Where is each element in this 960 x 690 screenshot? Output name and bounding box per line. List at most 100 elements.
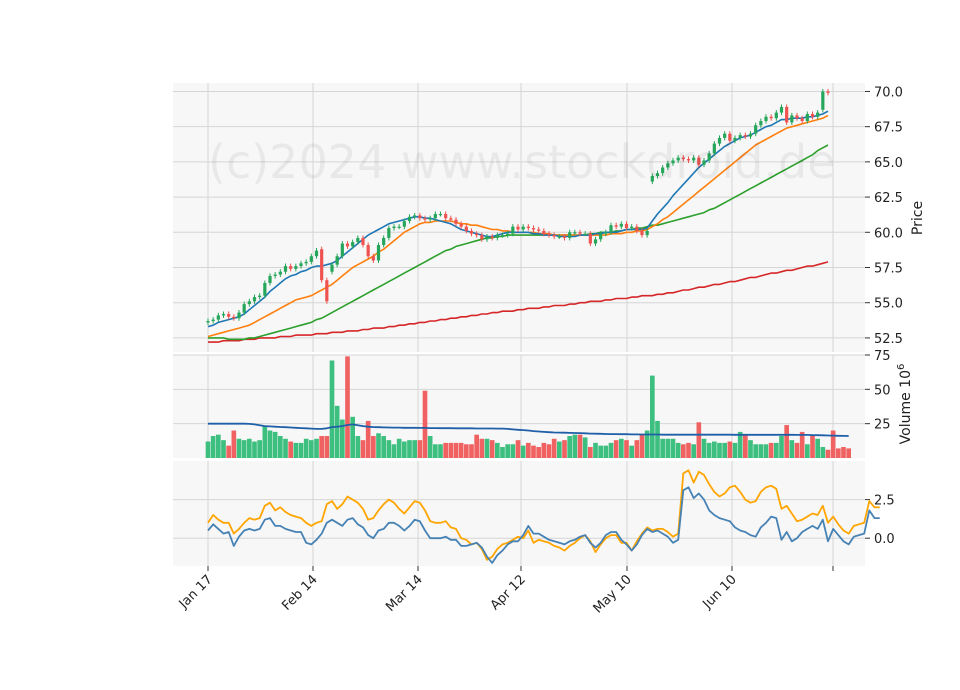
volume-bar-35: [386, 440, 392, 458]
candle-body-2: [216, 315, 220, 320]
volume-bar-15: [283, 438, 288, 458]
volume-bar-39: [407, 440, 412, 458]
candle-body-113: [790, 115, 794, 123]
volume-bar-19: [303, 438, 309, 458]
price-ytick-label-4: 62.5: [874, 191, 903, 206]
volume-bar-45: [438, 444, 443, 458]
volume-bar-47: [448, 442, 454, 458]
volume-bar-55: [489, 440, 495, 458]
candle-body-91: [676, 157, 680, 161]
volume-bar-87: [655, 420, 660, 458]
candle-body-70: [568, 232, 572, 238]
candle-body-84: [640, 230, 644, 236]
candle-body-103: [738, 135, 742, 138]
candle-body-41: [418, 215, 422, 219]
volume-bar-4: [226, 445, 231, 458]
candle-body-46: [444, 213, 448, 219]
candle-body-52: [475, 233, 479, 236]
candle-body-35: [387, 228, 391, 238]
candle-body-33: [376, 244, 381, 261]
volume-bar-100: [722, 442, 727, 458]
candle-body-83: [635, 226, 639, 231]
volume-bar-3: [221, 440, 226, 458]
volume-bar-0: [205, 441, 211, 458]
candle-body-69: [562, 236, 567, 238]
candle-body-108: [764, 116, 768, 122]
candle-body-42: [423, 218, 427, 220]
candle-body-15: [283, 266, 288, 272]
candle-body-25: [335, 256, 339, 265]
candle-body-88: [661, 167, 665, 174]
volume-axis-exponent: 6: [896, 364, 907, 370]
volume-bar-54: [484, 438, 490, 458]
candle-body-8: [247, 301, 251, 305]
candle-body-67: [552, 235, 556, 237]
candle-body-39: [407, 216, 412, 222]
x-tick-label-0: Jan 17: [176, 572, 216, 612]
candle-body-29: [356, 237, 360, 243]
volume-bar-20: [309, 440, 314, 458]
candle-body-50: [464, 226, 468, 231]
volume-bar-91: [675, 442, 681, 458]
candle-body-49: [459, 223, 463, 227]
candle-body-11: [263, 282, 267, 296]
volume-ytick-label-0: 25: [874, 418, 891, 433]
candle-body-7: [242, 304, 246, 313]
volume-bar-122: [836, 448, 841, 458]
volume-bar-64: [536, 447, 541, 458]
volume-bar-22: [319, 436, 324, 458]
candle-body-47: [449, 218, 453, 220]
volume-bar-13: [272, 431, 278, 458]
volume-bar-124: [846, 448, 851, 458]
volume-bar-42: [422, 390, 428, 458]
volume-bar-71: [572, 434, 578, 458]
candle-body-28: [351, 242, 355, 247]
volume-panel: 25 50 75: [173, 349, 891, 458]
candle-body-120: [826, 91, 830, 93]
volume-bar-17: [293, 442, 299, 458]
volume-bar-96: [701, 438, 707, 458]
candle-body-9: [252, 297, 257, 302]
volume-bar-51: [469, 444, 474, 458]
volume-bar-60: [515, 440, 521, 458]
signal-line: [207, 469, 880, 561]
volume-ma-line: [208, 422, 849, 437]
price-axis-title: Price: [910, 201, 926, 235]
volume-bar-117: [810, 434, 815, 458]
candle-body-99: [717, 137, 722, 144]
volume-bar-40: [412, 440, 417, 458]
indicator-ytick-label-1: 2.5: [874, 494, 895, 509]
volume-bar-81: [624, 440, 629, 458]
volume-bar-38: [402, 441, 407, 458]
candle-body-101: [728, 133, 732, 141]
x-axis: Jan 17 Feb 14 Mar 14 Apr 12 May 10 Jun 10: [176, 566, 834, 616]
candle-body-82: [630, 226, 634, 229]
volume-bar-79: [613, 440, 619, 458]
candle-body-105: [748, 133, 753, 137]
volume-bar-75: [593, 442, 598, 458]
volume-bar-103: [737, 431, 743, 458]
volume-bar-104: [743, 434, 748, 458]
candle-body-81: [624, 223, 629, 229]
candle-body-56: [495, 235, 499, 238]
watermark: (c)2024 www.stockdroid.de: [208, 135, 836, 189]
volume-bar-114: [794, 442, 800, 458]
candle-body-109: [769, 116, 773, 119]
candle-body-3: [221, 313, 226, 316]
volume-bar-41: [417, 440, 423, 458]
volume-axis-label: Volume: [898, 392, 914, 444]
volume-bar-52: [474, 434, 479, 458]
volume-bar-84: [639, 434, 645, 458]
candle-body-111: [779, 106, 784, 113]
volume-bar-108: [763, 444, 769, 458]
candle-body-117: [810, 113, 815, 117]
candle-body-5: [232, 316, 236, 319]
volume-bar-97: [706, 442, 712, 458]
candle-body-0: [206, 321, 210, 323]
x-tick-label-1: Feb 14: [279, 572, 321, 614]
candle-body-79: [614, 225, 618, 227]
candle-body-115: [800, 118, 804, 122]
candle-body-93: [686, 159, 691, 161]
candle-body-18: [299, 263, 303, 267]
volume-bar-116: [805, 444, 810, 458]
